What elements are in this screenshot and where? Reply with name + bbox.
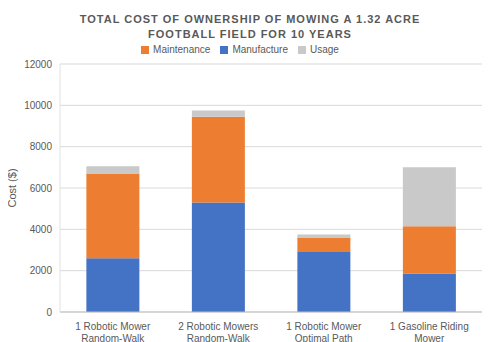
html-text:Manufacture: Manufacture [232, 44, 288, 55]
svg-text:2000: 2000 [30, 265, 53, 276]
svg-text:12000: 12000 [24, 59, 52, 70]
svg-text:1 Robotic Mower: 1 Robotic Mower [286, 321, 362, 332]
svg-text:Cost ($): Cost ($) [8, 168, 18, 207]
svg-text:1 Robotic Mower: 1 Robotic Mower [75, 321, 151, 332]
html-text:Usage: Usage [310, 44, 339, 55]
svg-text:4000: 4000 [30, 224, 53, 235]
html-text:Maintenance: Maintenance [153, 44, 211, 55]
svg-text:10000: 10000 [24, 100, 52, 111]
html-text:TOTAL COST OF OWNERSHIP OF MOW: TOTAL COST OF OWNERSHIP OF MOWING A 1.32… [79, 13, 421, 40]
svg-text:0: 0 [46, 307, 52, 318]
svg-text:8000: 8000 [30, 141, 53, 152]
svg-text:Mower: Mower [414, 333, 445, 342]
svg-text:1 Gasoline Riding: 1 Gasoline Riding [390, 321, 469, 332]
svg-text:Random-Walk: Random-Walk [81, 333, 145, 342]
svg-text:6000: 6000 [30, 183, 53, 194]
svg-text:Random-Walk: Random-Walk [187, 333, 251, 342]
svg-text:2 Robotic Mowers: 2 Robotic Mowers [178, 321, 258, 332]
svg-text:Optimal Path: Optimal Path [295, 333, 353, 342]
